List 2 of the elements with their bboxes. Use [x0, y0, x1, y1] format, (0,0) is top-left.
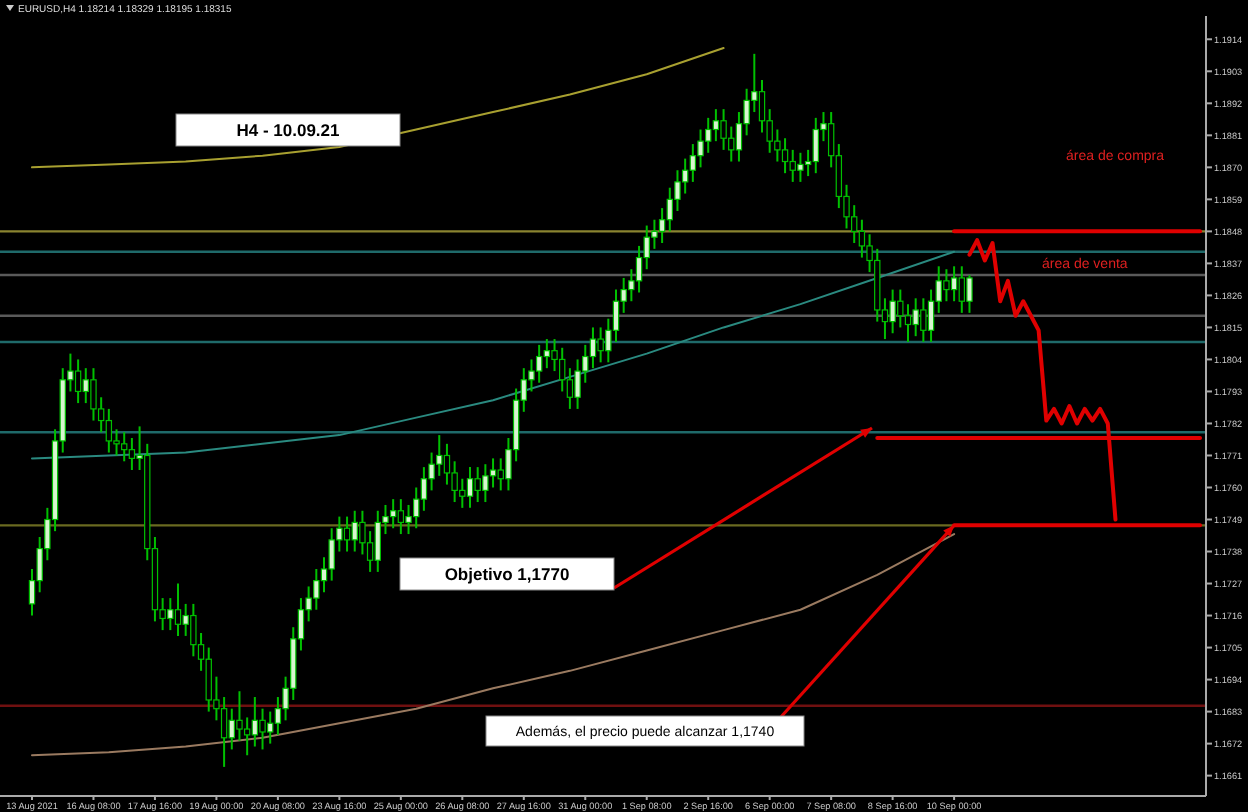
annotation: H4 - 10.09.21 — [236, 119, 341, 140]
annotation: Objetivo 1,1770 — [444, 563, 570, 584]
